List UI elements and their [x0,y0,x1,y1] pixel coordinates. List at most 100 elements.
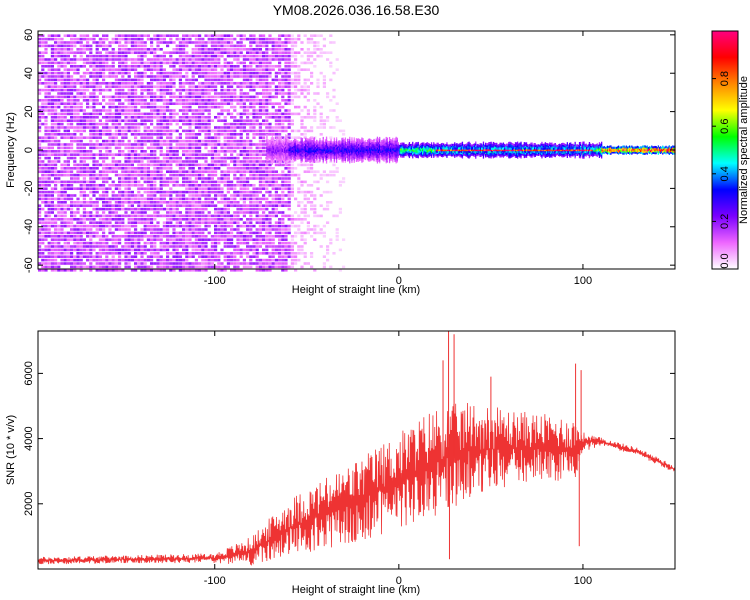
spectrogram-cell [175,224,179,228]
spectrogram-cell [281,238,285,241]
spectrogram-cell [114,258,118,262]
spectrogram-cell [210,99,214,102]
spectrogram-cell [198,109,202,112]
spectrogram-cell [313,224,317,228]
spectrogram-cell [217,105,221,109]
spectrogram-cell [182,245,186,248]
spectrogram-cell [50,48,54,51]
spectrogram-cell [268,37,272,41]
spectrogram-cell [258,187,262,190]
spectrogram-cell [60,109,64,112]
spectrogram-cell [172,190,176,194]
spectrogram-cell [73,82,77,85]
spectrogram-cell [140,61,144,65]
spectrogram-cell [191,129,195,133]
spectrogram-cell [63,224,67,228]
spectrogram-cell [130,224,134,228]
spectrogram-cell [108,248,112,252]
spectrogram-cell [178,231,182,235]
spectrogram-cell [143,201,147,204]
spectrogram-cell [95,214,99,218]
spectrogram-cell [50,218,54,221]
spectrogram-cell [226,180,230,184]
spectrogram-cell [82,262,86,265]
spectrogram-cell [111,204,115,207]
spectrogram-cell [130,170,134,173]
spectrogram-cell [204,126,208,129]
spectrogram-cell [313,58,317,61]
spectrogram-cell [258,235,262,238]
spectrogram-cell [185,163,189,167]
spectrogram-cell [204,129,208,133]
spectrogram-cell [57,180,61,184]
spectrogram-cell [82,143,86,146]
spectrogram-cell [156,228,160,231]
spectrogram-cell [114,269,118,272]
spectrogram-cell [281,71,285,75]
spectrogram-cell [92,187,96,190]
spectrogram-cell [194,48,198,51]
spectrogram-cell [121,37,125,41]
spectrogram-cell [134,269,138,272]
spectrogram-cell [242,211,246,214]
spectrogram-cell [201,85,205,88]
spectrogram-cell [236,71,240,75]
spectrogram-cell [226,197,230,201]
spectrogram-cell [143,143,147,146]
spectrogram-cell [79,78,83,82]
spectrogram-cell [143,218,147,221]
spectrogram-cell [287,184,291,187]
spectrogram-cell [156,68,160,71]
spectrogram-cell [255,51,259,54]
spectrogram-cell [191,170,195,173]
spectrogram-cell [278,61,282,65]
spectrogram-cell [92,201,96,204]
spectrogram-cell [172,95,176,99]
spectrogram-cell [134,58,138,61]
spectrogram-cell [194,54,198,58]
spectrogram-cell [86,156,90,160]
spectrogram-cell [249,238,253,241]
spectrogram-cell [294,173,298,177]
spectrogram-cell [262,136,266,139]
spectrogram-cell [118,201,122,204]
spectrogram-cell [50,126,54,129]
spectrogram-cell [47,265,51,269]
spectrogram-cell [306,228,310,231]
spectrogram-cell [207,248,211,252]
spectrogram-cell [118,180,122,184]
spectrogram-cell [210,218,214,221]
spectrogram-cell [258,170,262,173]
spectrogram-cell [246,150,250,153]
spectrogram-cell [73,102,77,105]
spectrogram-cell [294,218,298,221]
spectrogram-cell [166,160,170,163]
spectrogram-cell [265,197,269,201]
spectrogram-cell [95,51,99,54]
spectrogram-cell [150,150,154,153]
spectrogram-cell [306,224,310,228]
spectrogram-cell [111,156,115,160]
spectrogram-cell [223,228,227,231]
spectrogram-cell [41,167,45,170]
spectrogram-cell [217,190,221,194]
spectrogram-cell [89,122,93,126]
spectrogram-cell [57,129,61,133]
spectrogram-cell [297,129,301,133]
spectrogram-cell [159,34,163,37]
spectrogram-cell [57,228,61,231]
spectrogram-cell [134,34,138,37]
spectrogram-cell [156,163,160,167]
spectrogram-cell [233,139,237,143]
spectrogram-cell [262,88,266,92]
spectrogram-cell [249,139,253,143]
spectrogram-cell [41,177,45,180]
spectrogram-cell [223,122,227,126]
spectrogram-cell [54,248,58,252]
spectrogram-cell [201,61,205,65]
spectrogram-cell [223,146,227,150]
spectrogram-cell [102,177,106,180]
spectrogram-cell [281,129,285,133]
spectrogram-cell [178,139,182,143]
spectrogram-cell [313,207,317,211]
